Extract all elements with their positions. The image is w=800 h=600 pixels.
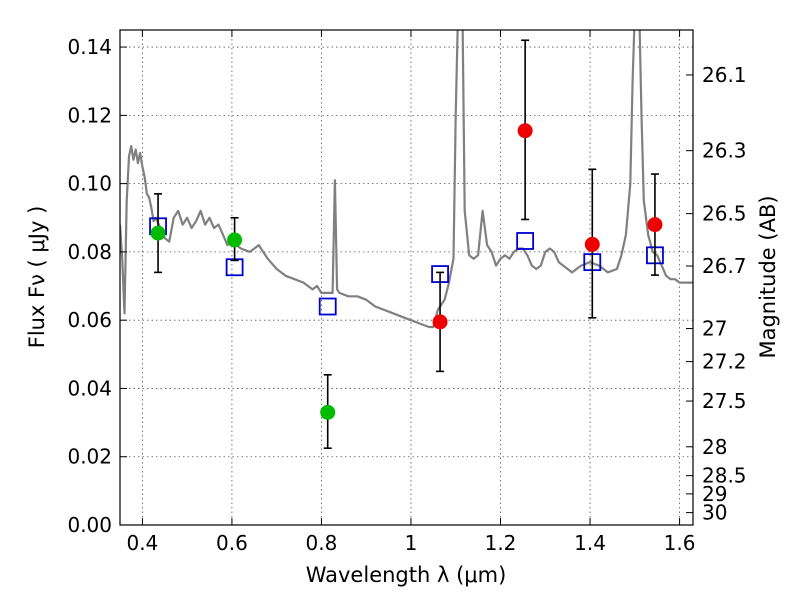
right-tick-label: 28 — [702, 435, 727, 459]
grid — [120, 30, 693, 526]
y-tick-label: 0.10 — [67, 172, 112, 196]
right-tick-label: 30 — [702, 501, 727, 525]
observed-flux-point — [584, 236, 600, 252]
y-tick-label: 0.12 — [67, 103, 112, 127]
observed-flux-point — [150, 225, 166, 241]
observed-flux-point — [227, 232, 243, 248]
x-tick-label: 1 — [405, 531, 418, 555]
x-tick-label: 0.8 — [306, 531, 338, 555]
observed-flux-point — [432, 314, 448, 330]
observed-flux-point — [320, 404, 336, 420]
right-tick-label: 26.5 — [702, 202, 747, 226]
right-tick-label: 29 — [702, 482, 727, 506]
x-tick-label: 0.4 — [126, 531, 158, 555]
x-tick-label: 1.6 — [664, 531, 696, 555]
right-tick-label: 28.5 — [702, 464, 747, 488]
axis-ticks: 0.4 0.6 0.8 1 1.2 1.4 1.6 0.00 0.02 0.04 0.06 0.08 0… — [67, 30, 747, 555]
template-spectrum-layer — [120, 30, 693, 329]
x-tick-label: 1.4 — [574, 531, 606, 555]
y-axis-label: Flux Fν ( μJy ) — [25, 206, 49, 349]
right-tick-label: 26.3 — [702, 139, 747, 163]
y-tick-label: 0.02 — [67, 445, 112, 469]
model-flux-square — [225, 258, 244, 277]
data-markers-layer — [149, 39, 664, 449]
right-tick-label: 27.2 — [702, 350, 747, 374]
y-tick-label: 0.04 — [67, 376, 112, 400]
right-tick-label: 26.7 — [702, 254, 747, 278]
x-tick-label: 0.6 — [216, 531, 248, 555]
right-tick-label: 26.1 — [702, 63, 747, 87]
x-tick-label: 1.2 — [485, 531, 517, 555]
right-axis-label: Magnitude (AB) — [756, 195, 780, 358]
model-flux-square — [516, 232, 535, 250]
template-spectrum-line — [120, 30, 693, 329]
y-tick-label: 0.06 — [67, 308, 112, 332]
y-tick-label: 0.14 — [67, 35, 112, 59]
observed-flux-point — [517, 123, 533, 139]
x-axis-label: Wavelength λ (μm) — [306, 563, 507, 587]
right-tick-label: 27 — [702, 317, 727, 341]
observed-flux-point — [647, 217, 663, 233]
right-tick-label: 27.5 — [702, 389, 747, 413]
plot-frame — [119, 29, 694, 526]
y-tick-label: 0.00 — [67, 513, 112, 537]
model-flux-square — [318, 297, 337, 316]
y-tick-label: 0.08 — [67, 240, 112, 264]
